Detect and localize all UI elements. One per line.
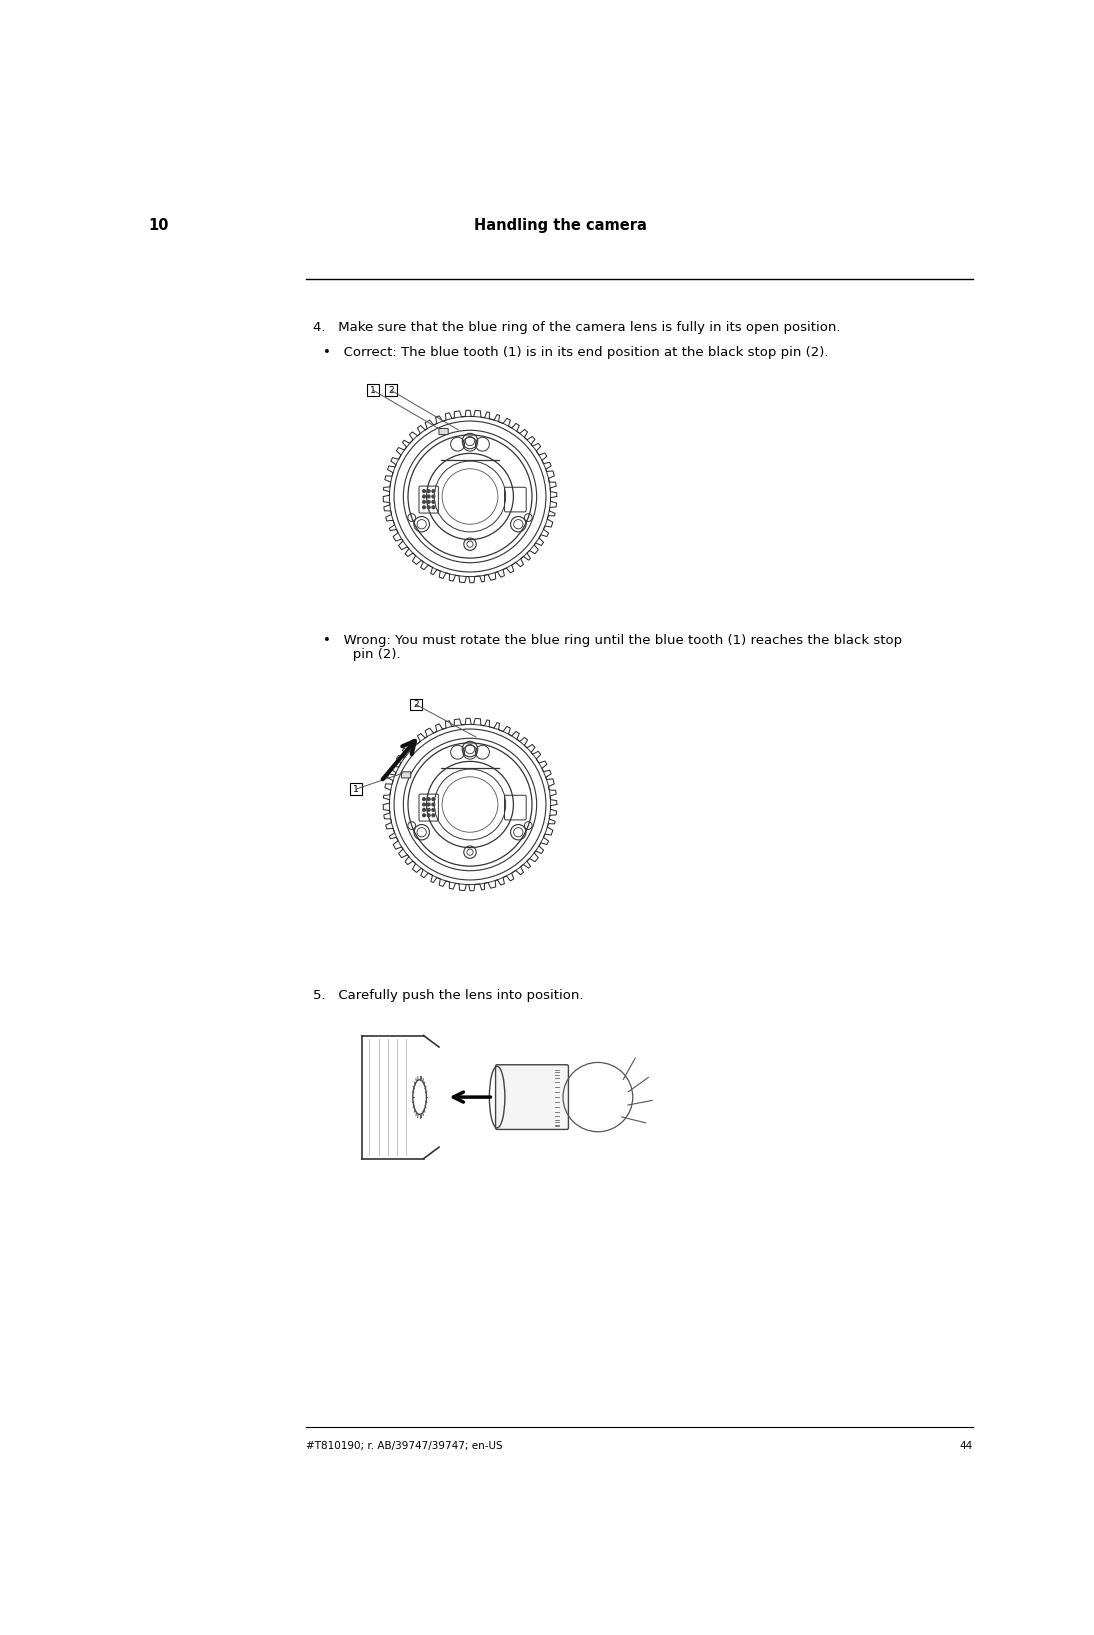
Text: 5.   Carefully push the lens into position.: 5. Carefully push the lens into position… xyxy=(314,989,584,1002)
Text: •   Wrong: You must rotate the blue ring until the blue tooth (1) reaches the bl: • Wrong: You must rotate the blue ring u… xyxy=(323,633,901,646)
Circle shape xyxy=(422,803,426,806)
Circle shape xyxy=(422,798,426,801)
Circle shape xyxy=(428,814,430,816)
Circle shape xyxy=(422,495,426,499)
Circle shape xyxy=(432,495,434,499)
Circle shape xyxy=(432,490,434,492)
Text: 44: 44 xyxy=(959,1440,973,1450)
Circle shape xyxy=(428,495,430,499)
Text: 10: 10 xyxy=(149,217,168,232)
Circle shape xyxy=(432,803,434,806)
Text: pin (2).: pin (2). xyxy=(323,647,400,661)
Text: Handling the camera: Handling the camera xyxy=(474,217,648,232)
Text: •   Correct: The blue tooth (1) is in its end position at the black stop pin (2): • Correct: The blue tooth (1) is in its … xyxy=(323,345,828,358)
Circle shape xyxy=(428,803,430,806)
Circle shape xyxy=(432,814,434,816)
Text: #T810190; r. AB/39747/39747; en-US: #T810190; r. AB/39747/39747; en-US xyxy=(305,1440,502,1450)
Text: 4.   Make sure that the blue ring of the camera lens is fully in its open positi: 4. Make sure that the blue ring of the c… xyxy=(314,320,841,334)
Circle shape xyxy=(428,500,430,504)
FancyBboxPatch shape xyxy=(496,1064,569,1130)
Circle shape xyxy=(432,500,434,504)
FancyBboxPatch shape xyxy=(385,384,397,396)
FancyBboxPatch shape xyxy=(350,783,362,795)
FancyBboxPatch shape xyxy=(368,384,379,396)
Circle shape xyxy=(432,808,434,811)
Text: 1: 1 xyxy=(370,386,376,394)
Circle shape xyxy=(422,808,426,811)
Circle shape xyxy=(428,505,430,508)
Circle shape xyxy=(422,814,426,816)
Circle shape xyxy=(432,798,434,801)
Text: 1: 1 xyxy=(353,785,359,793)
Circle shape xyxy=(428,808,430,811)
Text: 2: 2 xyxy=(388,386,394,394)
Circle shape xyxy=(422,490,426,492)
Text: 2: 2 xyxy=(412,700,419,710)
Circle shape xyxy=(422,505,426,508)
FancyBboxPatch shape xyxy=(439,428,449,435)
FancyBboxPatch shape xyxy=(410,698,421,710)
Circle shape xyxy=(432,505,434,508)
Circle shape xyxy=(428,490,430,492)
Circle shape xyxy=(428,798,430,801)
Circle shape xyxy=(422,500,426,504)
FancyBboxPatch shape xyxy=(401,772,410,778)
